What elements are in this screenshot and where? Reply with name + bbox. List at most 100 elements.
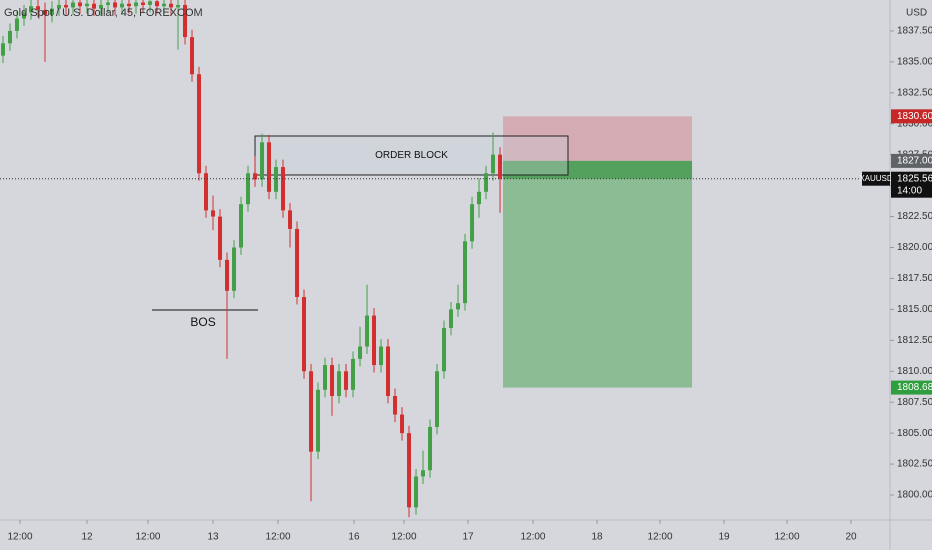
countdown-label: 14:00 bbox=[897, 185, 922, 196]
y-tick-label: 1802.50 bbox=[897, 459, 932, 470]
candle-body bbox=[400, 414, 405, 434]
price-tag bbox=[891, 109, 932, 124]
y-tick-label: 1822.50 bbox=[897, 211, 932, 222]
x-tick-label: 12 bbox=[81, 532, 93, 543]
x-tick-label: 12:00 bbox=[266, 532, 291, 543]
candle-body bbox=[29, 6, 34, 13]
unit-label: USD bbox=[906, 8, 927, 19]
symbol-label: XAUUSD bbox=[859, 174, 893, 183]
order-block bbox=[254, 135, 569, 176]
candle-body bbox=[239, 204, 244, 248]
candle-body bbox=[358, 346, 363, 359]
candle-body bbox=[393, 396, 398, 415]
x-tick-label: 12:00 bbox=[392, 532, 417, 543]
price-tag bbox=[891, 380, 932, 395]
candle-body bbox=[211, 210, 216, 217]
candle-body bbox=[92, 3, 97, 9]
candle-body bbox=[141, 2, 146, 5]
candle-body bbox=[351, 358, 356, 390]
x-tick-label: 20 bbox=[845, 532, 857, 543]
y-tick-label: 1812.50 bbox=[897, 335, 932, 346]
y-tick-label: 1805.00 bbox=[897, 428, 932, 439]
candle-body bbox=[155, 1, 160, 7]
candle-body bbox=[8, 30, 13, 44]
candle-body bbox=[267, 142, 272, 192]
candle-body bbox=[316, 389, 321, 452]
candle-body bbox=[57, 4, 62, 9]
x-tick-label: 12:00 bbox=[648, 532, 673, 543]
candle-body bbox=[246, 173, 251, 205]
candle-body bbox=[323, 365, 328, 390]
candle-body bbox=[218, 216, 223, 260]
y-tick-label: 1815.00 bbox=[897, 304, 932, 315]
candle-body bbox=[379, 346, 384, 366]
order-block-label: ORDER BLOCK bbox=[375, 150, 448, 161]
candle-body bbox=[43, 9, 48, 15]
x-tick-label: 12:00 bbox=[135, 532, 160, 543]
stop-zone bbox=[503, 116, 693, 161]
candle-body bbox=[260, 142, 265, 180]
candle-body bbox=[204, 173, 209, 211]
price-tag-label: 1827.00 bbox=[897, 156, 932, 167]
candle-body bbox=[120, 3, 125, 8]
candle-body bbox=[148, 1, 153, 5]
y-tick-label: 1837.50 bbox=[897, 26, 932, 37]
x-tick-label: 12:00 bbox=[520, 532, 545, 543]
candle-body bbox=[1, 43, 6, 56]
x-tick-label: 19 bbox=[718, 532, 730, 543]
candle-body bbox=[183, 4, 188, 38]
y-tick-label: 1810.00 bbox=[897, 366, 932, 377]
candle-body bbox=[85, 3, 90, 7]
candle-body bbox=[253, 173, 258, 180]
candle-body bbox=[491, 154, 496, 174]
y-tick-label: 1817.50 bbox=[897, 273, 932, 284]
candle-body bbox=[99, 4, 104, 9]
candle-body bbox=[309, 371, 314, 452]
x-tick-label: 18 bbox=[591, 532, 603, 543]
profit-zone bbox=[503, 160, 693, 179]
target-zone bbox=[503, 160, 693, 388]
y-tick-label: 1800.00 bbox=[897, 490, 932, 501]
candle-body bbox=[337, 371, 342, 397]
candle-body bbox=[456, 303, 461, 310]
candle-body bbox=[449, 309, 454, 328]
y-tick-label: 1832.50 bbox=[897, 87, 932, 98]
candle-body bbox=[302, 297, 307, 372]
bos-label: BOS bbox=[190, 315, 215, 329]
candle-body bbox=[372, 315, 377, 366]
x-tick-label: 17 bbox=[462, 532, 474, 543]
candle-body bbox=[477, 191, 482, 205]
candle-body bbox=[484, 173, 489, 192]
candle-body bbox=[232, 247, 237, 291]
candle-body bbox=[498, 154, 503, 179]
candle-body bbox=[71, 2, 76, 8]
x-tick-label: 12:00 bbox=[775, 532, 800, 543]
candle-body bbox=[295, 228, 300, 298]
candle-body bbox=[190, 37, 195, 75]
candle-body bbox=[22, 12, 27, 19]
candle-body bbox=[442, 327, 447, 372]
x-tick-label: 13 bbox=[207, 532, 219, 543]
candle-body bbox=[162, 3, 167, 7]
symbol-tag bbox=[862, 171, 890, 186]
candle-body bbox=[274, 167, 279, 192]
x-tick-label: 16 bbox=[348, 532, 360, 543]
y-tick-label: 1820.00 bbox=[897, 242, 932, 253]
candle-body bbox=[386, 346, 391, 397]
candle-body bbox=[113, 2, 118, 8]
price-tag-label: 1830.60 bbox=[897, 111, 932, 122]
candle-body bbox=[106, 2, 111, 5]
candle-body bbox=[197, 74, 202, 174]
candle-body bbox=[435, 371, 440, 427]
candle-body bbox=[36, 6, 41, 10]
candle-body bbox=[414, 476, 419, 508]
candle-body bbox=[281, 167, 286, 211]
candle-body bbox=[288, 210, 293, 229]
chart-title: Gold Spot / U.S. Dollar, 45, FOREXCOM bbox=[4, 7, 203, 19]
candle-body bbox=[365, 315, 370, 347]
candle-body bbox=[134, 2, 139, 7]
candle-body bbox=[169, 3, 174, 8]
candle-body bbox=[78, 2, 83, 7]
candle-body bbox=[463, 241, 468, 304]
